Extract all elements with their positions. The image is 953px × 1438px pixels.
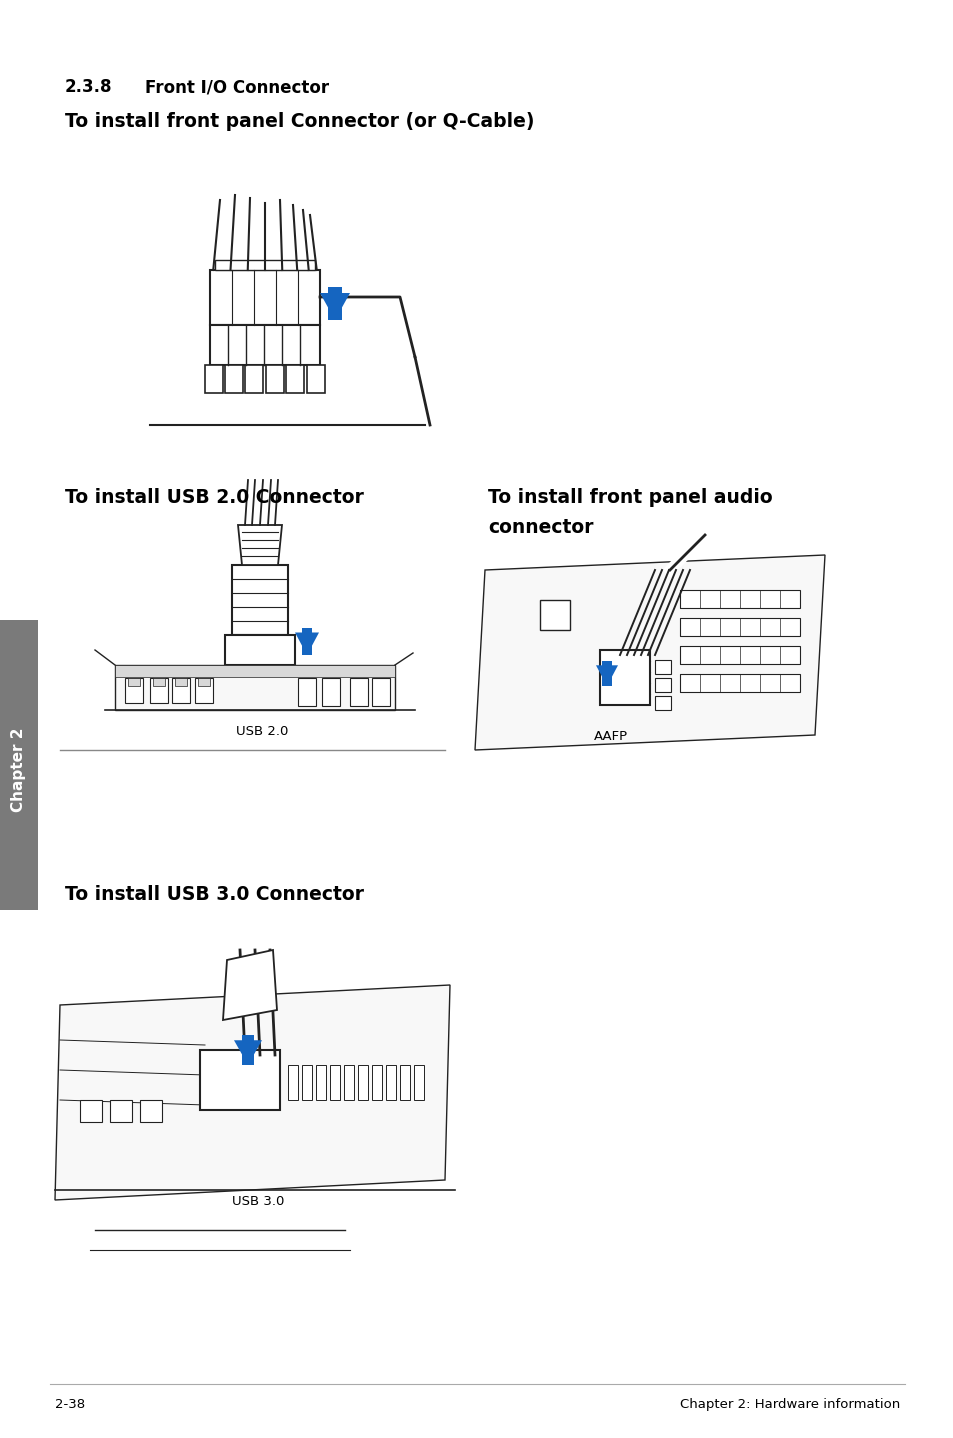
FancyBboxPatch shape xyxy=(679,590,800,608)
FancyBboxPatch shape xyxy=(539,600,569,630)
FancyBboxPatch shape xyxy=(372,677,390,706)
Polygon shape xyxy=(475,555,824,751)
FancyBboxPatch shape xyxy=(399,1066,410,1100)
FancyBboxPatch shape xyxy=(210,270,319,325)
Text: Chapter 2: Hardware information: Chapter 2: Hardware information xyxy=(679,1398,899,1411)
Polygon shape xyxy=(319,293,350,321)
FancyBboxPatch shape xyxy=(172,677,190,703)
FancyBboxPatch shape xyxy=(372,1066,381,1100)
Text: To install USB 2.0 Connector: To install USB 2.0 Connector xyxy=(65,487,363,508)
FancyBboxPatch shape xyxy=(0,620,38,910)
Polygon shape xyxy=(294,633,318,654)
FancyBboxPatch shape xyxy=(679,674,800,692)
FancyBboxPatch shape xyxy=(174,677,187,686)
FancyBboxPatch shape xyxy=(128,677,140,686)
FancyBboxPatch shape xyxy=(330,1066,339,1100)
Text: AAFP: AAFP xyxy=(594,731,627,743)
Polygon shape xyxy=(237,525,282,565)
FancyBboxPatch shape xyxy=(357,1066,368,1100)
FancyBboxPatch shape xyxy=(601,660,611,686)
FancyBboxPatch shape xyxy=(210,325,319,365)
FancyBboxPatch shape xyxy=(297,677,315,706)
Text: Chapter 2: Chapter 2 xyxy=(11,728,27,812)
FancyBboxPatch shape xyxy=(679,618,800,636)
FancyBboxPatch shape xyxy=(194,677,213,703)
FancyBboxPatch shape xyxy=(655,660,670,674)
FancyBboxPatch shape xyxy=(225,636,294,664)
FancyBboxPatch shape xyxy=(152,677,165,686)
FancyBboxPatch shape xyxy=(241,1035,254,1066)
FancyBboxPatch shape xyxy=(115,664,395,710)
FancyBboxPatch shape xyxy=(245,365,263,393)
FancyBboxPatch shape xyxy=(307,365,325,393)
Text: Front I/O Connector: Front I/O Connector xyxy=(145,78,329,96)
Text: To install front panel Connector (or Q-Cable): To install front panel Connector (or Q-C… xyxy=(65,112,534,131)
FancyBboxPatch shape xyxy=(599,650,649,705)
FancyBboxPatch shape xyxy=(150,677,168,703)
Polygon shape xyxy=(596,666,618,686)
FancyBboxPatch shape xyxy=(350,677,368,706)
FancyBboxPatch shape xyxy=(80,1100,102,1122)
Polygon shape xyxy=(55,985,450,1199)
FancyBboxPatch shape xyxy=(110,1100,132,1122)
FancyBboxPatch shape xyxy=(214,260,314,270)
FancyBboxPatch shape xyxy=(286,365,304,393)
FancyBboxPatch shape xyxy=(655,696,670,710)
FancyBboxPatch shape xyxy=(322,677,339,706)
FancyBboxPatch shape xyxy=(386,1066,395,1100)
FancyBboxPatch shape xyxy=(315,1066,326,1100)
Text: 2.3.8: 2.3.8 xyxy=(65,78,112,96)
FancyBboxPatch shape xyxy=(288,1066,297,1100)
FancyBboxPatch shape xyxy=(414,1066,423,1100)
FancyBboxPatch shape xyxy=(200,1050,280,1110)
FancyBboxPatch shape xyxy=(344,1066,354,1100)
FancyBboxPatch shape xyxy=(301,627,312,654)
Text: To install front panel audio: To install front panel audio xyxy=(488,487,772,508)
Polygon shape xyxy=(233,1040,262,1066)
FancyBboxPatch shape xyxy=(225,365,243,393)
FancyBboxPatch shape xyxy=(125,677,143,703)
FancyBboxPatch shape xyxy=(655,677,670,692)
FancyBboxPatch shape xyxy=(679,646,800,664)
Text: 2-38: 2-38 xyxy=(55,1398,85,1411)
Text: USB 2.0: USB 2.0 xyxy=(235,725,288,738)
FancyBboxPatch shape xyxy=(328,288,341,321)
Text: To install USB 3.0 Connector: To install USB 3.0 Connector xyxy=(65,884,364,905)
FancyBboxPatch shape xyxy=(140,1100,162,1122)
FancyBboxPatch shape xyxy=(302,1066,312,1100)
FancyBboxPatch shape xyxy=(266,365,284,393)
Text: connector: connector xyxy=(488,518,593,536)
Text: USB 3.0: USB 3.0 xyxy=(232,1195,284,1208)
FancyBboxPatch shape xyxy=(232,565,288,636)
Polygon shape xyxy=(223,951,276,1020)
FancyBboxPatch shape xyxy=(115,664,395,677)
FancyBboxPatch shape xyxy=(198,677,210,686)
FancyBboxPatch shape xyxy=(205,365,223,393)
